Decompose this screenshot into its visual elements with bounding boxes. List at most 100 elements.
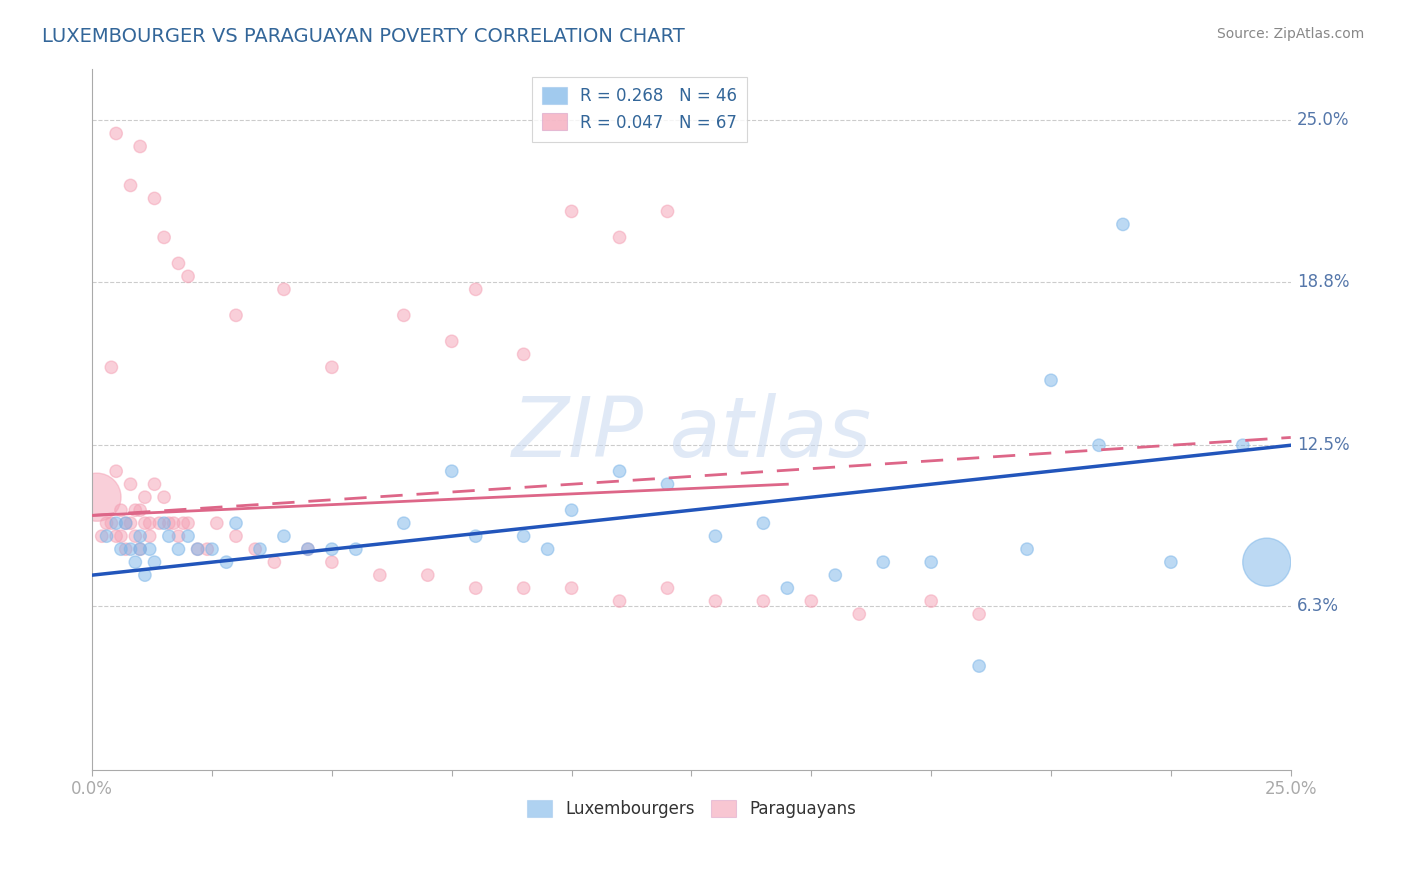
Point — [90, 529, 112, 543]
Text: 12.5%: 12.5% — [1296, 436, 1350, 454]
Point — [172, 516, 194, 531]
Point — [110, 529, 132, 543]
Point — [967, 607, 990, 621]
Point — [872, 555, 894, 569]
Point — [129, 503, 152, 517]
Point — [167, 256, 190, 270]
Point — [187, 542, 209, 557]
Point — [225, 309, 247, 323]
Point — [129, 542, 152, 557]
Point — [153, 516, 176, 531]
Point — [561, 204, 583, 219]
Point — [134, 490, 156, 504]
Point — [124, 555, 146, 569]
Point — [114, 542, 136, 557]
Point — [657, 204, 679, 219]
Point — [561, 503, 583, 517]
Point — [800, 594, 823, 608]
Point — [512, 581, 534, 595]
Point — [752, 516, 775, 531]
Point — [201, 542, 224, 557]
Point — [110, 542, 132, 557]
Point — [1088, 438, 1111, 452]
Point — [124, 503, 146, 517]
Point — [416, 568, 439, 582]
Point — [187, 542, 209, 557]
Point — [177, 269, 200, 284]
Point — [163, 516, 186, 531]
Point — [243, 542, 266, 557]
Text: ZIP atlas: ZIP atlas — [512, 392, 872, 474]
Point — [1112, 218, 1135, 232]
Point — [609, 464, 631, 478]
Point — [536, 542, 558, 557]
Point — [1015, 542, 1038, 557]
Point — [392, 309, 415, 323]
Point — [440, 464, 463, 478]
Point — [512, 347, 534, 361]
Point — [129, 139, 152, 153]
Point — [297, 542, 319, 557]
Point — [920, 555, 942, 569]
Text: 6.3%: 6.3% — [1296, 598, 1339, 615]
Point — [392, 516, 415, 531]
Point — [263, 555, 285, 569]
Legend: Luxembourgers, Paraguayans: Luxembourgers, Paraguayans — [520, 793, 863, 825]
Point — [512, 529, 534, 543]
Point — [225, 516, 247, 531]
Point — [967, 659, 990, 673]
Text: 25.0%: 25.0% — [1296, 112, 1350, 129]
Point — [657, 477, 679, 491]
Point — [105, 529, 128, 543]
Point — [129, 529, 152, 543]
Point — [100, 516, 122, 531]
Point — [177, 516, 200, 531]
Point — [464, 529, 486, 543]
Point — [321, 542, 343, 557]
Point — [86, 490, 108, 504]
Point — [153, 490, 176, 504]
Text: Source: ZipAtlas.com: Source: ZipAtlas.com — [1216, 27, 1364, 41]
Point — [273, 282, 295, 296]
Point — [704, 594, 727, 608]
Point — [321, 555, 343, 569]
Point — [1160, 555, 1182, 569]
Point — [440, 334, 463, 349]
Point — [920, 594, 942, 608]
Point — [129, 542, 152, 557]
Point — [110, 503, 132, 517]
Point — [1232, 438, 1254, 452]
Text: 18.8%: 18.8% — [1296, 273, 1350, 291]
Point — [105, 127, 128, 141]
Point — [124, 529, 146, 543]
Point — [167, 529, 190, 543]
Point — [177, 529, 200, 543]
Point — [167, 542, 190, 557]
Point — [134, 568, 156, 582]
Point — [143, 555, 166, 569]
Point — [609, 594, 631, 608]
Point — [1040, 373, 1063, 387]
Point — [96, 516, 118, 531]
Point — [464, 282, 486, 296]
Point — [215, 555, 238, 569]
Point — [138, 542, 160, 557]
Point — [1256, 555, 1278, 569]
Point — [120, 542, 142, 557]
Point — [143, 477, 166, 491]
Point — [100, 360, 122, 375]
Point — [153, 230, 176, 244]
Point — [561, 581, 583, 595]
Point — [138, 529, 160, 543]
Point — [297, 542, 319, 557]
Point — [225, 529, 247, 543]
Point — [138, 516, 160, 531]
Point — [776, 581, 799, 595]
Point — [148, 516, 170, 531]
Point — [321, 360, 343, 375]
Point — [464, 581, 486, 595]
Text: LUXEMBOURGER VS PARAGUAYAN POVERTY CORRELATION CHART: LUXEMBOURGER VS PARAGUAYAN POVERTY CORRE… — [42, 27, 685, 45]
Point — [205, 516, 228, 531]
Point — [134, 516, 156, 531]
Point — [105, 464, 128, 478]
